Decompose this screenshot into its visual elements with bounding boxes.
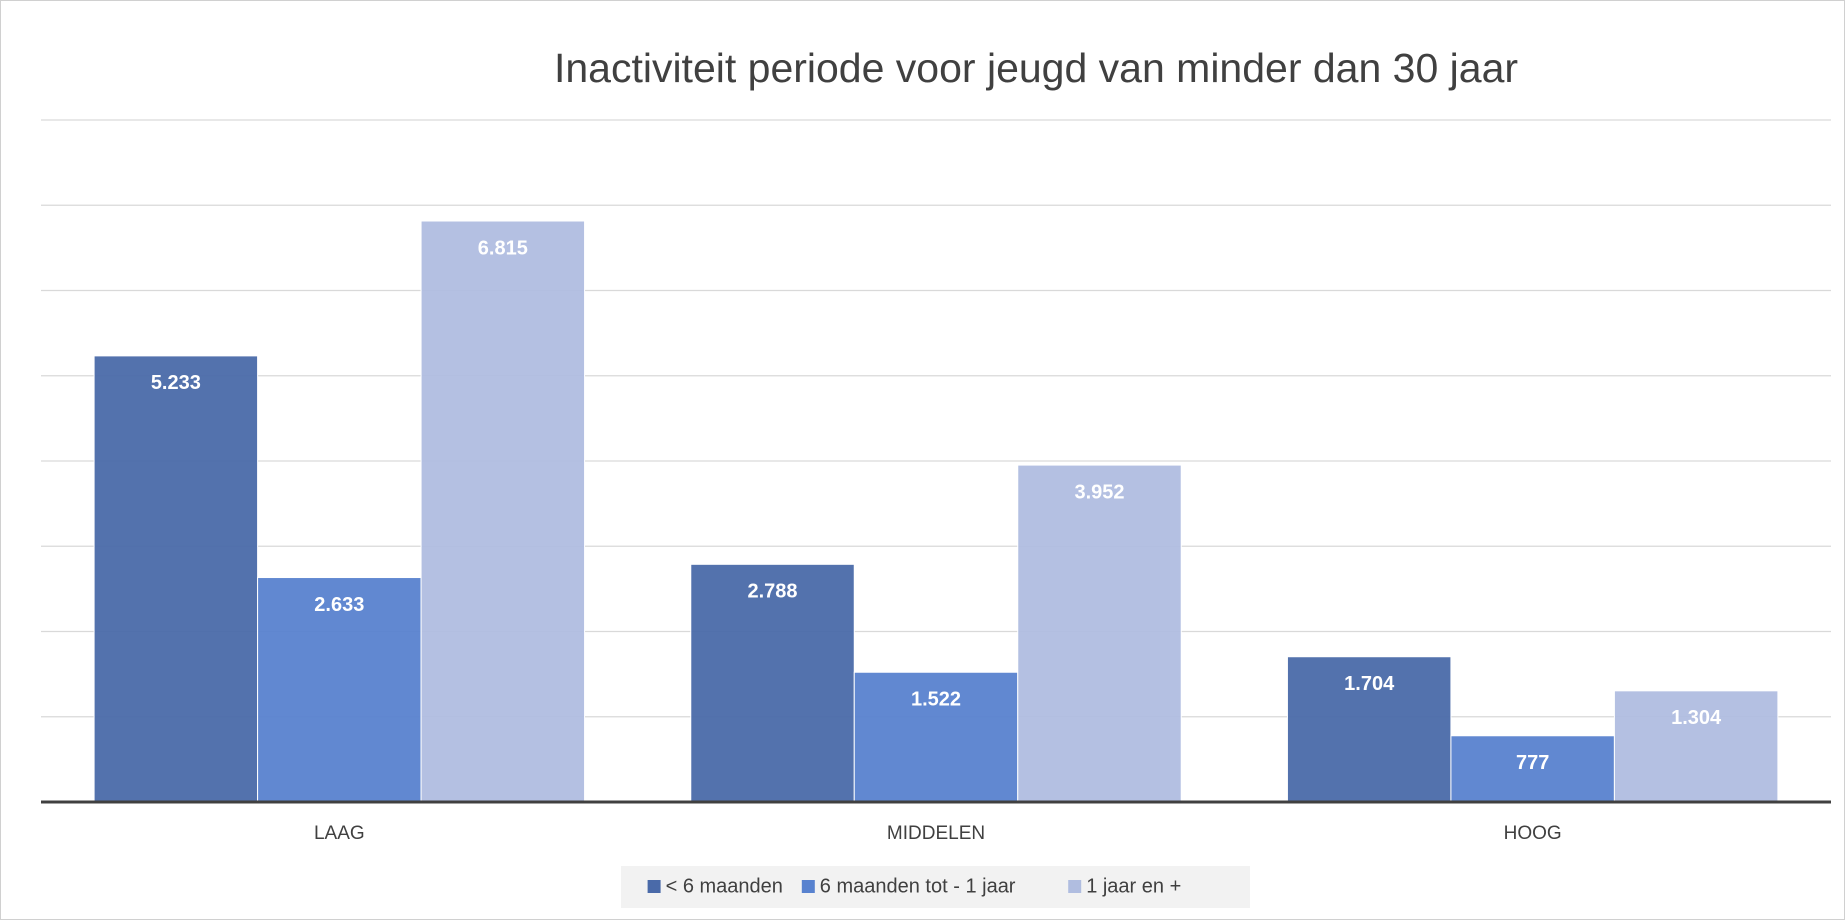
- data-label: 1.304: [1671, 707, 1722, 729]
- bar: [420, 220, 586, 803]
- legend-label: < 6 maanden: [666, 875, 783, 897]
- data-label: 2.788: [747, 581, 797, 603]
- legend-swatch: [1068, 880, 1082, 893]
- data-label: 1.704: [1344, 673, 1395, 695]
- legend-box: [621, 866, 1250, 908]
- x-tick-label: HOOG: [1504, 823, 1562, 844]
- legend-label: 1 jaar en +: [1086, 875, 1181, 897]
- data-label: 777: [1516, 752, 1549, 774]
- x-tick-label: MIDDELEN: [887, 823, 985, 844]
- data-label: 5.233: [151, 372, 201, 394]
- data-label: 3.952: [1074, 481, 1124, 503]
- bar: [1613, 690, 1779, 803]
- data-label: 1.522: [911, 689, 961, 711]
- bar: [93, 355, 259, 803]
- legend-label: 6 maanden tot - 1 jaar: [820, 875, 1016, 897]
- data-label: 6.815: [478, 237, 528, 259]
- chart-title: Inactiviteit periode voor jeugd van mind…: [554, 45, 1518, 91]
- bar: [1017, 464, 1182, 803]
- legend-swatch: [647, 880, 661, 893]
- bar: [257, 577, 422, 803]
- bar: [1450, 735, 1615, 803]
- data-label: 2.633: [314, 594, 364, 616]
- x-tick-label: LAAG: [314, 823, 365, 844]
- legend-swatch: [801, 880, 815, 893]
